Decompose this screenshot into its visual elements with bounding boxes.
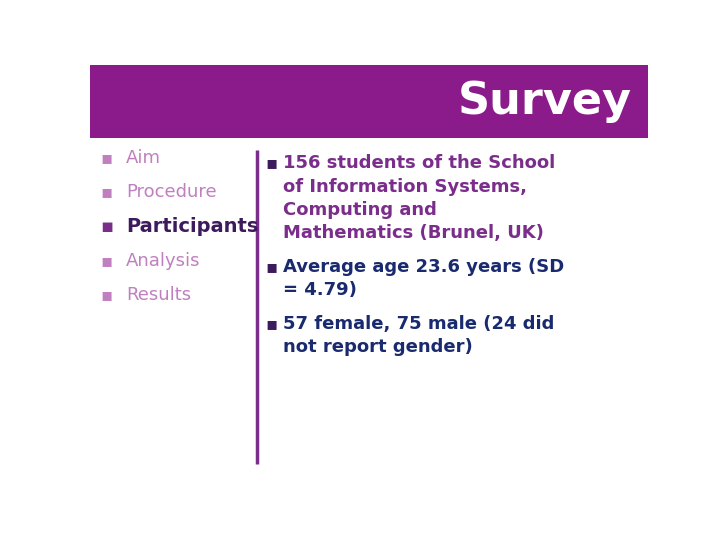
Text: Mathematics (Brunel, UK): Mathematics (Brunel, UK): [282, 224, 544, 242]
Text: Participants: Participants: [126, 217, 258, 236]
Text: ▪: ▪: [100, 252, 112, 269]
Text: ▪: ▪: [266, 315, 278, 333]
Text: Results: Results: [126, 286, 192, 303]
Text: Average age 23.6 years (SD: Average age 23.6 years (SD: [282, 258, 564, 276]
Text: Computing and: Computing and: [282, 201, 436, 219]
Text: not report gender): not report gender): [282, 339, 472, 356]
Text: ▪: ▪: [100, 184, 112, 201]
Text: 57 female, 75 male (24 did: 57 female, 75 male (24 did: [282, 315, 554, 333]
Text: ▪: ▪: [100, 217, 113, 236]
Text: ▪: ▪: [266, 258, 278, 276]
Text: ▪: ▪: [266, 154, 278, 172]
Text: Analysis: Analysis: [126, 252, 201, 269]
Text: Procedure: Procedure: [126, 184, 217, 201]
Text: ▪: ▪: [100, 286, 112, 303]
Text: of Information Systems,: of Information Systems,: [282, 178, 526, 195]
Text: Aim: Aim: [126, 150, 161, 167]
Text: = 4.79): = 4.79): [282, 281, 356, 299]
Bar: [90, 65, 648, 138]
Text: ▪: ▪: [100, 150, 112, 167]
Text: Survey: Survey: [457, 80, 631, 123]
Text: 156 students of the School: 156 students of the School: [282, 154, 554, 172]
